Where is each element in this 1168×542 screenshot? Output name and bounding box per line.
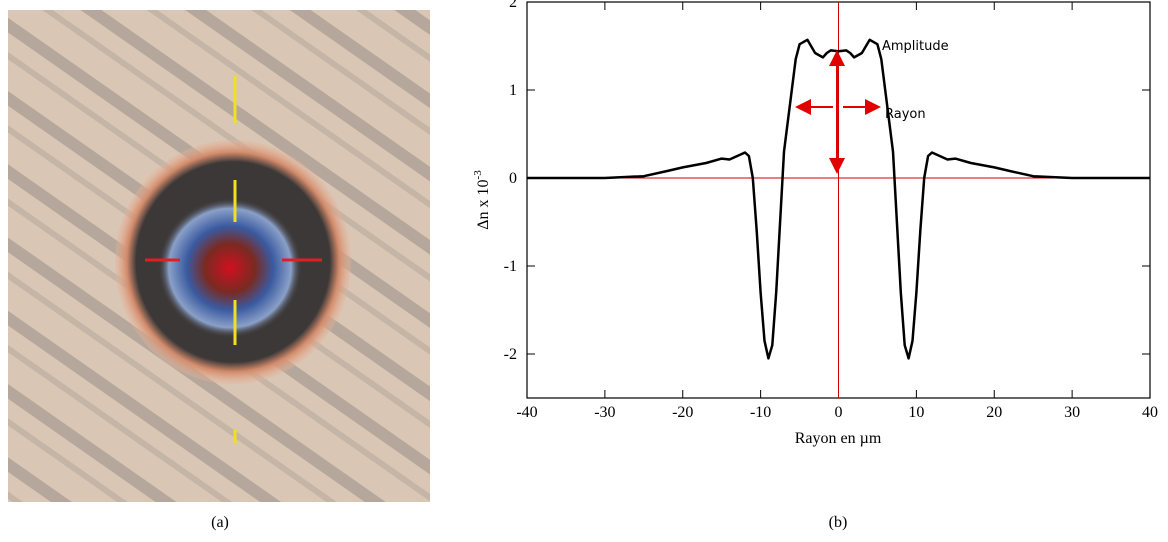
y-tick-label: 1 (509, 82, 517, 99)
y-axis-label-exponent: -3 (472, 170, 484, 180)
x-tick-label: -20 (672, 404, 693, 421)
annotation: Rayon (885, 107, 926, 122)
x-tick-label: 20 (986, 404, 1002, 421)
caption: (b) (829, 514, 848, 531)
y-tick-label: 2 (509, 0, 517, 11)
micrograph (8, 10, 430, 502)
annotation-arrows (795, 50, 881, 174)
x-tick-label: -30 (594, 404, 615, 421)
y-tick-label: 0 (509, 170, 517, 187)
x-tick-label: 40 (1142, 404, 1158, 421)
annotation: Amplitude (882, 39, 949, 54)
y-axis-label-base: Δn x 10 (475, 179, 492, 229)
x-tick-label: 30 (1064, 404, 1080, 421)
x-tick-label: -40 (516, 404, 537, 421)
y-tick-label: -2 (504, 346, 517, 363)
x-tick-label: -10 (750, 404, 771, 421)
y-axis-label: Δn x 10-3 (472, 170, 492, 230)
x-tick-label: 10 (908, 404, 924, 421)
caption: (a) (211, 514, 229, 531)
x-axis-label: Rayon en µm (795, 430, 882, 447)
y-tick-label: -1 (504, 258, 517, 275)
x-tick-label: 0 (835, 404, 843, 421)
